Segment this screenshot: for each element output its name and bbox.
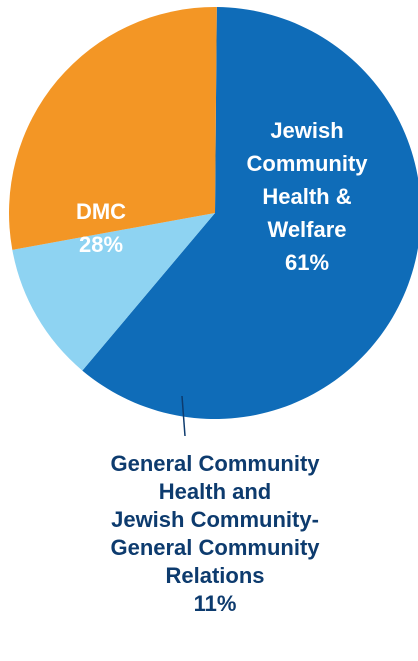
pie-slice-0: [82, 7, 418, 419]
slice-value-0: 61%: [285, 250, 329, 275]
slice-labels: Jewish Community Health & Welfare 61% General…: [76, 118, 368, 616]
slice-label-0-line-1: Community: [247, 151, 369, 176]
slice-label-0-line-2: Health &: [262, 184, 351, 209]
slice-label-0-line-0: Jewish: [270, 118, 343, 143]
pie-slice-1: [12, 213, 215, 371]
slice-label-1-line-1: Health and: [159, 479, 271, 504]
slice-label-1-line-3: General Community: [110, 535, 320, 560]
slice-label-2-line-0: DMC: [76, 199, 126, 224]
leader-line: [181, 395, 186, 437]
slice-label-1-line-4: Relations: [165, 563, 264, 588]
pie-slices: [9, 6, 418, 419]
slice-label-1-line-0: General Community: [110, 451, 320, 476]
slice-value-1: 11%: [194, 591, 237, 616]
pie-slice-2: [9, 6, 217, 250]
slice-value-2: 28%: [79, 232, 123, 257]
slice-label-0-line-3: Welfare: [267, 217, 346, 242]
slice-label-1-line-2: Jewish Community-: [111, 507, 319, 532]
